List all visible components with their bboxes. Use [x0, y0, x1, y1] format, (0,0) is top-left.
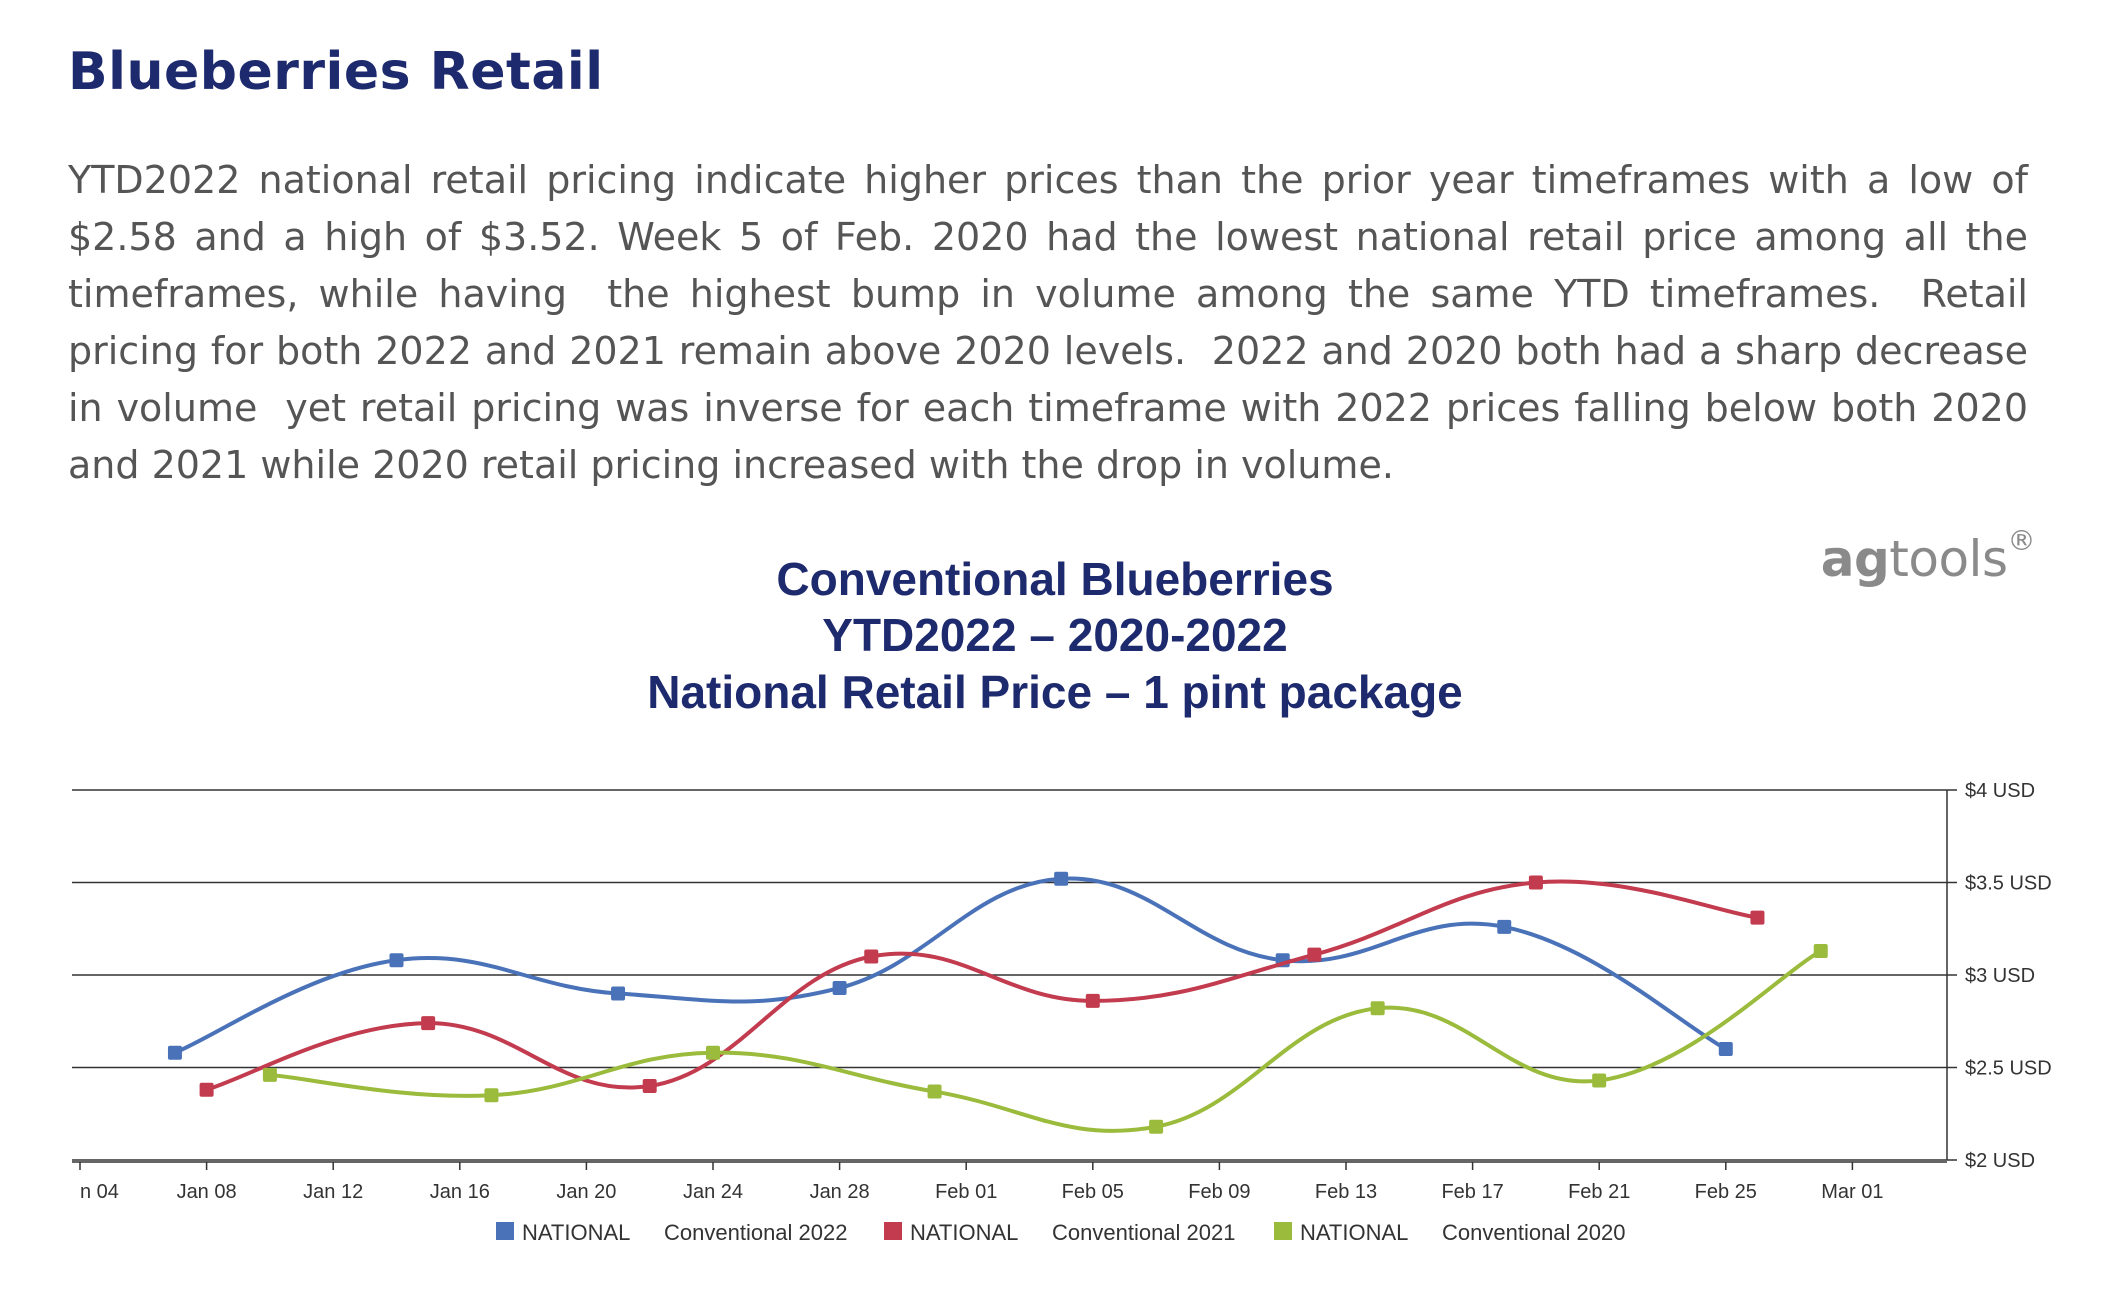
- logo-part-ag: ag: [1820, 530, 1890, 588]
- series-0-point-3: [832, 980, 847, 995]
- x-tick-label-9: Feb 09: [1188, 1181, 1250, 1203]
- y-tick-label-2: $3 USD: [1965, 965, 2035, 987]
- series-0-point-4: [1054, 871, 1069, 886]
- x-tick-label-0: n 04: [80, 1181, 119, 1203]
- legend-name-1: NATIONAL: [910, 1220, 1018, 1245]
- series-line-0: [174, 876, 1727, 1055]
- series-0-point-6: [1497, 919, 1512, 934]
- series-0-point-7: [1718, 1042, 1733, 1056]
- series-1-point-7: [1750, 910, 1765, 925]
- x-tick-label-4: Jan 20: [556, 1181, 616, 1203]
- legend-swatch-1: [884, 1222, 902, 1240]
- x-tick-label-7: Feb 01: [935, 1181, 997, 1203]
- series-2-point-1: [484, 1088, 499, 1103]
- series-1-point-6: [1528, 875, 1543, 890]
- chart-title-line-3: National Retail Price – 1 pint package: [647, 666, 1463, 718]
- legend-name-0: NATIONAL: [522, 1220, 630, 1245]
- x-tick-label-5: Jan 24: [683, 1181, 743, 1203]
- series-1-point-4: [1085, 993, 1100, 1008]
- series-2-point-5: [1370, 1001, 1385, 1016]
- series-0-point-0: [167, 1045, 182, 1060]
- chart-title-line-2: YTD2022 – 2020-2022: [822, 609, 1288, 661]
- y-tick-label-3: $3.5 USD: [1965, 873, 2052, 895]
- legend-swatch-2: [1274, 1222, 1292, 1240]
- series-1-point-2: [642, 1079, 657, 1093]
- x-tick-label-2: Jan 12: [303, 1181, 363, 1203]
- x-tick-label-3: Jan 16: [430, 1181, 490, 1203]
- series-1-point-3: [864, 949, 879, 964]
- x-tick-label-1: Jan 08: [177, 1181, 237, 1203]
- series-1-point-1: [421, 1016, 436, 1031]
- y-tick-label-0: $2 USD: [1965, 1150, 2035, 1172]
- y-tick-label-1: $2.5 USD: [1965, 1058, 2052, 1080]
- series-2-point-0: [262, 1067, 277, 1082]
- series-1-point-0: [199, 1082, 214, 1097]
- series-2-point-3: [927, 1084, 942, 1099]
- series-0-point-2: [611, 986, 626, 1001]
- summary-paragraph: YTD2022 national retail pricing indicate…: [68, 158, 2041, 487]
- x-tick-label-6: Jan 28: [810, 1181, 870, 1203]
- logo-part-tools: tools: [1889, 530, 2008, 588]
- series-2-point-4: [1149, 1119, 1164, 1134]
- x-tick-label-12: Feb 21: [1568, 1181, 1630, 1203]
- y-tick-label-4: $4 USD: [1965, 780, 2035, 802]
- x-tick-label-11: Feb 17: [1441, 1181, 1503, 1203]
- series-2-point-2: [706, 1045, 720, 1060]
- x-tick-label-14: Mar 01: [1821, 1181, 1883, 1203]
- legend-name-2: NATIONAL: [1300, 1220, 1408, 1245]
- series-2-point-7: [1813, 943, 1828, 958]
- legend-label-0: Conventional 2022: [664, 1220, 847, 1245]
- agtools-logo: agtools®: [1820, 524, 2036, 588]
- x-tick-label-8: Feb 05: [1062, 1181, 1124, 1203]
- x-tick-label-13: Feb 25: [1695, 1181, 1757, 1203]
- legend-swatch-0: [496, 1222, 514, 1240]
- logo-registered-mark: ®: [2007, 524, 2036, 557]
- legend-label-2: Conventional 2020: [1442, 1220, 1625, 1245]
- series-0-point-1: [389, 953, 404, 968]
- page-title: Blueberries Retail: [68, 42, 604, 102]
- series-1-point-5: [1307, 947, 1322, 962]
- series-line-1: [206, 879, 1758, 1092]
- chart-title-line-1: Conventional Blueberries: [776, 553, 1334, 605]
- legend-label-1: Conventional 2021: [1052, 1220, 1235, 1245]
- series-line-2: [269, 949, 1822, 1133]
- x-tick-label-10: Feb 13: [1315, 1181, 1377, 1203]
- series-2-point-6: [1592, 1073, 1607, 1088]
